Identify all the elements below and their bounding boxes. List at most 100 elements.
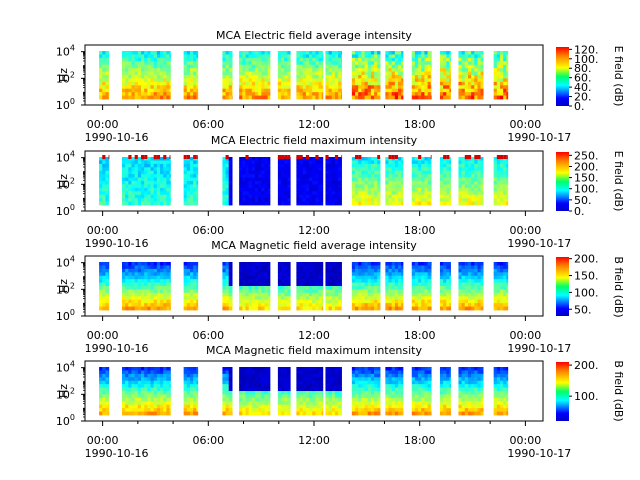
spectrogram-cell [169, 279, 171, 283]
spectrogram-cell [477, 296, 482, 301]
spectrogram-cell [134, 181, 139, 185]
spectrogram-cell [341, 174, 342, 178]
spectrogram-cell [287, 296, 291, 301]
spectrogram-cell [267, 265, 271, 270]
spectrogram-cell [251, 272, 256, 277]
spectrogram-cell [281, 75, 285, 79]
spectrogram-cell [264, 265, 269, 270]
spectrogram-cell [449, 167, 451, 172]
spectrogram-cell [443, 268, 447, 273]
spectrogram-cell [401, 64, 404, 69]
spectrogram-cell [163, 57, 167, 62]
spectrogram-cell [370, 268, 375, 273]
spectrogram-cell [421, 81, 425, 86]
spectrogram-cell [99, 272, 103, 277]
spectrogram-cell [471, 75, 475, 79]
spectrogram-cell [108, 191, 110, 196]
spectrogram-cell [121, 51, 126, 55]
spectrogram-cell [277, 85, 282, 90]
spectrogram-cell [418, 160, 422, 165]
spectrogram-cell [239, 404, 243, 409]
spectrogram-cell [137, 51, 142, 55]
spectrogram-cell [458, 279, 463, 283]
spectrogram-cell [421, 92, 425, 96]
spectrogram-cell [277, 262, 282, 266]
colorbar-ticks: 200.150.100.50. [569, 253, 599, 316]
spectrogram-cell [503, 167, 507, 172]
spectrogram-cell [228, 391, 233, 395]
spectrogram-cell [506, 95, 509, 100]
spectrogram-cell [134, 411, 139, 416]
spectrogram-cell [281, 71, 285, 76]
spectrogram-cell [150, 81, 155, 86]
y-tick-label: 104 [56, 44, 75, 59]
spectrogram-cell [121, 299, 126, 304]
spectrogram-cell [277, 292, 282, 297]
spectrogram-cell [388, 51, 393, 55]
spectrogram-cell [231, 57, 233, 62]
spectrogram-cell [506, 57, 509, 62]
spectrogram-cell [424, 289, 429, 294]
spectrogram-cell [370, 92, 375, 96]
spectrogram-cell [496, 279, 501, 283]
spectrogram-cell [299, 299, 304, 304]
spectrogram-cell [228, 170, 233, 175]
spectrogram-cell [141, 85, 145, 90]
spectrogram-cell [464, 299, 469, 304]
spectrogram-cell [299, 177, 304, 182]
spectrogram-cell [414, 268, 419, 273]
spectrogram-cell [421, 194, 425, 199]
spectrogram-cell [361, 78, 365, 83]
spectrogram-cell [312, 61, 316, 66]
spectrogram-cell [388, 292, 393, 297]
spectrogram-cell [156, 71, 161, 76]
spectrogram-cell [147, 296, 151, 301]
spectrogram-cell [312, 181, 316, 185]
spectrogram-cell [248, 408, 253, 412]
spectrogram-area [99, 155, 509, 206]
spectrogram-cell [105, 64, 109, 69]
spectrogram-cell [156, 299, 161, 304]
spectrogram-cell [364, 57, 369, 62]
spectrogram-cell [267, 68, 271, 72]
spectrogram-cell [193, 163, 197, 168]
spectrogram-cell [467, 279, 472, 283]
spectrogram-cell [147, 289, 151, 294]
colorbar-tick-label: 100. [574, 183, 599, 196]
spectrogram-cell [254, 61, 259, 66]
spectrogram-cell [144, 81, 148, 86]
spectrogram-cell [467, 296, 472, 301]
spectrogram-cell [258, 88, 262, 93]
spectrogram-cell [150, 51, 155, 55]
spectrogram-cell [153, 387, 158, 392]
spectrogram-cell [239, 397, 243, 402]
spectrogram-cell [374, 160, 378, 165]
spectrogram-cell [394, 272, 399, 277]
spectrogram-cell [503, 51, 507, 55]
spectrogram-cell [121, 184, 126, 189]
spectrogram-cell [312, 78, 316, 83]
spectrogram-cell [160, 68, 164, 72]
spectrogram-cell [186, 85, 191, 90]
spectrogram-cell [299, 289, 304, 294]
spectrogram-cell [331, 198, 336, 202]
spectrogram-cell [338, 262, 342, 266]
spectrogram-cell [414, 262, 419, 266]
spectrogram-cell [99, 201, 103, 206]
spectrogram-cell [239, 282, 243, 287]
spectrogram-cell [264, 394, 269, 399]
spectrogram-cell [427, 184, 432, 189]
spectrogram-cell [439, 289, 444, 294]
spectrogram-cell [341, 92, 342, 96]
spectrogram-cell [424, 191, 429, 196]
spectrogram-cell [99, 299, 103, 304]
spectrogram-cell [427, 279, 432, 283]
spectrogram-cell [222, 404, 226, 409]
spectrogram-cell [331, 92, 336, 96]
spectrogram-cell [506, 306, 509, 311]
spectrogram-cell [228, 57, 233, 62]
spectrogram-cell [108, 373, 110, 378]
spectrogram-cell [351, 92, 356, 96]
spectrogram-cell [503, 163, 507, 168]
spectrogram-cell [196, 401, 199, 406]
